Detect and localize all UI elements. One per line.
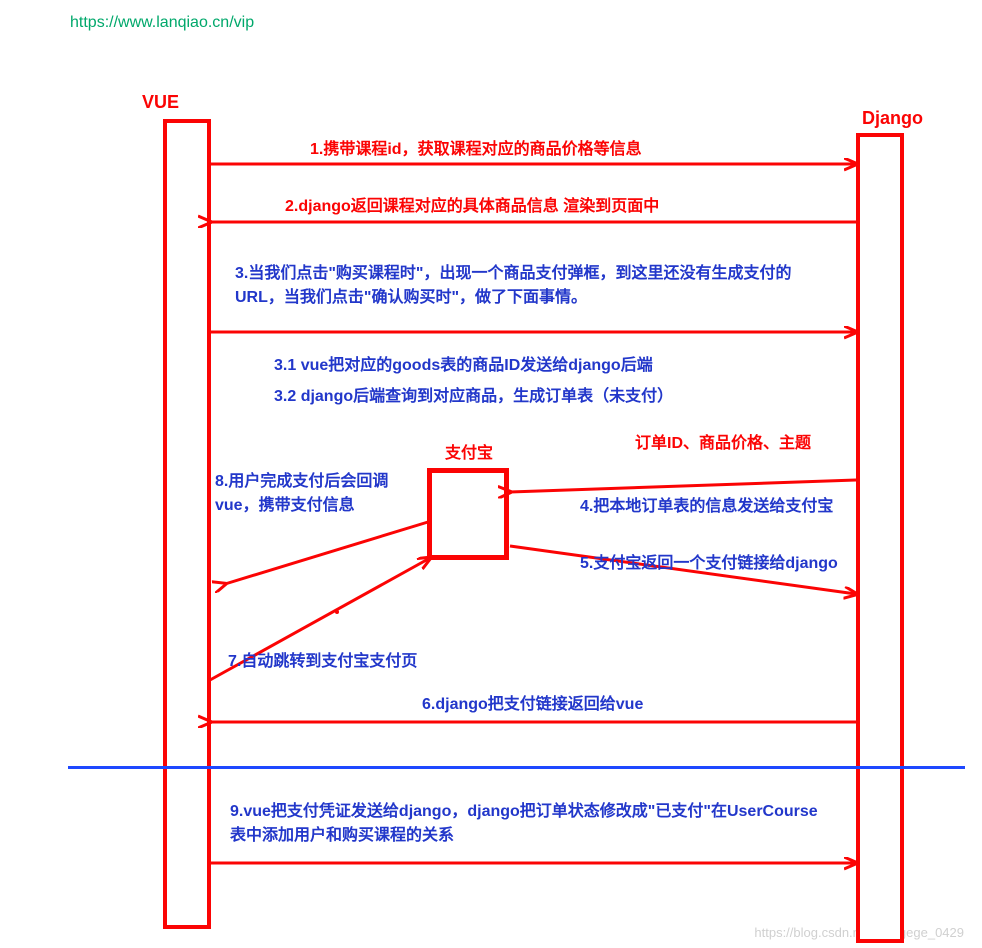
msg-9: 9.vue把支付凭证发送给django，django把订单状态修改成"已支付"在… [230, 800, 820, 848]
arrow-4 [510, 480, 856, 492]
msg-3: 3.当我们点击"购买课程时"，出现一个商品支付弹框，到这里还没有生成支付的URL… [235, 262, 795, 310]
msg-2: 2.django返回课程对应的具体商品信息 渲染到页面中 [285, 195, 659, 219]
msg-4: 4.把本地订单表的信息发送给支付宝 [580, 495, 833, 519]
stray-dot [335, 610, 339, 614]
msg-3-1: 3.1 vue把对应的goods表的商品ID发送给django后端 [274, 354, 653, 378]
msg-1: 1.携带课程id，获取课程对应的商品价格等信息 [310, 138, 642, 162]
msg-extra: 订单ID、商品价格、主题 [635, 432, 811, 456]
msg-5: 5.支付宝返回一个支付链接给django [580, 552, 838, 576]
msg-7: 7.自动跳转到支付宝支付页 [228, 650, 417, 674]
msg-3-2: 3.2 django后端查询到对应商品，生成订单表（未支付） [274, 385, 673, 409]
msg-8: 8.用户完成支付后会回调vue，携带支付信息 [215, 470, 415, 518]
msg-6: 6.django把支付链接返回给vue [422, 693, 643, 717]
